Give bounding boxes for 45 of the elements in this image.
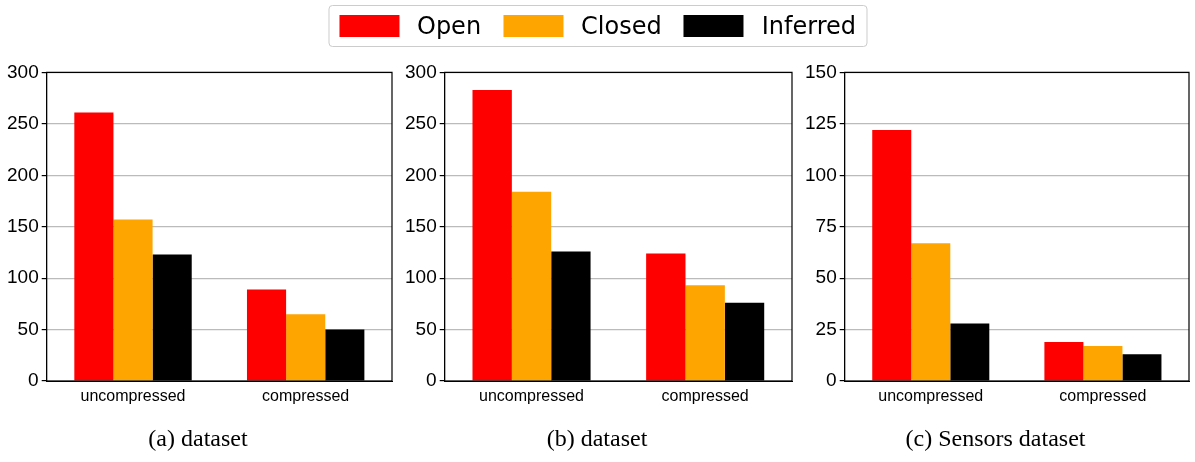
y-tick-label: 0: [826, 369, 837, 391]
bar: [113, 219, 153, 381]
bar: [1044, 341, 1084, 381]
bar: [646, 253, 686, 381]
bar: [246, 289, 287, 381]
text: (a) dataset: [148, 424, 248, 451]
x-tick-label: uncompressed: [80, 387, 186, 405]
bar: [74, 112, 114, 381]
y-tick-label: 50: [415, 317, 437, 339]
legend-label: Inferred: [761, 12, 857, 40]
y-tick-label: 50: [815, 266, 837, 288]
legend-label: Closed: [581, 12, 662, 40]
x-tick-label: uncompressed: [878, 387, 984, 405]
y-tick-label: 50: [17, 317, 39, 339]
bar: [511, 191, 552, 381]
y-tick-label: 200: [7, 163, 39, 185]
bar: [472, 89, 512, 381]
y-tick-label: 100: [405, 266, 437, 288]
y-tick-label: 150: [7, 214, 39, 236]
y-tick-label: 150: [805, 60, 837, 82]
y-tick-label: 250: [405, 112, 437, 134]
y-tick-label: 0: [426, 369, 437, 391]
y-tick-label: 300: [7, 60, 39, 82]
bar: [685, 285, 725, 381]
y-tick-label: 0: [28, 369, 39, 391]
x-tick-label: uncompressed: [479, 387, 584, 405]
y-tick-label: 100: [7, 266, 39, 288]
y-tick-label: 25: [815, 317, 837, 339]
y-tick-label: 75: [815, 214, 837, 236]
y-tick-label: 300: [405, 60, 437, 82]
bar: [911, 243, 951, 381]
bar: [872, 130, 912, 381]
y-tick-label: 200: [405, 163, 437, 185]
y-tick-label: 125: [805, 112, 837, 134]
y-tick-label: 100: [805, 163, 837, 185]
x-tick-label: compressed: [1059, 387, 1147, 405]
bar: [1083, 346, 1123, 381]
x-tick-label: compressed: [262, 387, 350, 405]
legend-label: Open: [416, 12, 482, 40]
x-tick-label: compressed: [661, 387, 749, 405]
bar: [286, 314, 326, 381]
text: (b) dataset: [546, 424, 648, 451]
y-tick-label: 250: [7, 112, 39, 134]
y-tick-label: 150: [405, 214, 437, 236]
text: (c) Sensors dataset: [905, 424, 1086, 451]
